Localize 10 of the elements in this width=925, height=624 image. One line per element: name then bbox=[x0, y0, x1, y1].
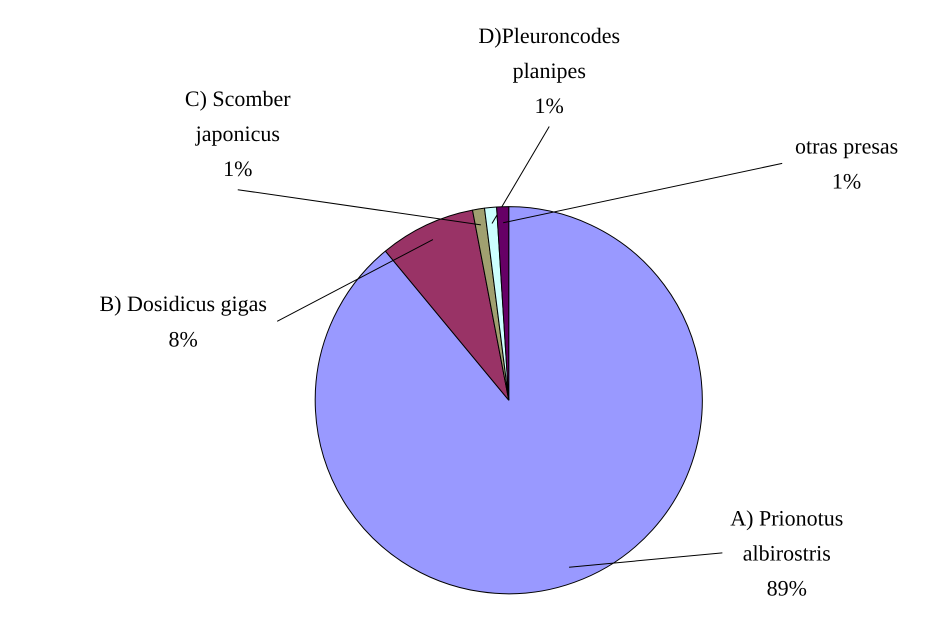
data-label: 8% bbox=[168, 326, 198, 352]
slice-label: A) Prionotus albirostris bbox=[730, 505, 844, 566]
slice-label: D)Pleuroncodes planipes bbox=[478, 22, 620, 83]
data-label: 1% bbox=[832, 168, 862, 194]
data-label: 1% bbox=[534, 92, 564, 118]
data-label: 89% bbox=[766, 575, 807, 600]
slice-label: B) Dosidicus gigas bbox=[100, 291, 267, 316]
slice-label: otras presas bbox=[794, 133, 898, 158]
data-label: 1% bbox=[223, 156, 252, 182]
slice-label: C) Scomber japonicus bbox=[184, 86, 292, 146]
